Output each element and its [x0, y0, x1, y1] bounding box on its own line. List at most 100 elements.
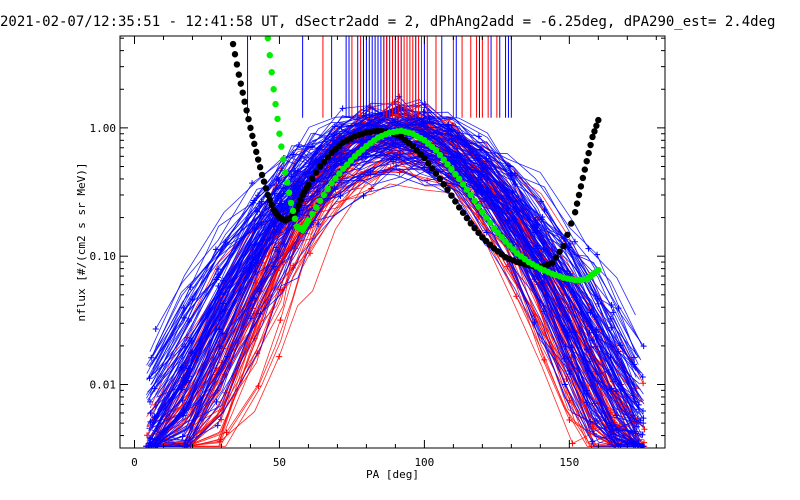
- green-fit-dot: [436, 151, 444, 159]
- measurement-trace: [155, 152, 635, 435]
- green-fit-dot: [459, 181, 467, 188]
- black-fit-dot: [436, 175, 444, 183]
- measurement-trace: [153, 156, 640, 447]
- measurement-trace: [150, 145, 640, 406]
- black-fit-dot: [249, 132, 256, 140]
- black-fit-dot: [239, 89, 246, 96]
- black-fit-dot: [452, 198, 459, 205]
- black-fit-dot: [585, 149, 592, 157]
- black-fit-dot: [564, 231, 571, 238]
- green-fit-dot: [274, 115, 281, 123]
- black-fit-dot: [573, 200, 581, 207]
- green-fit-dot: [343, 161, 351, 168]
- green-fit-dot: [490, 225, 498, 232]
- green-fit-dot: [498, 233, 505, 241]
- x-tick-label: 50: [273, 456, 286, 469]
- green-fit-dot: [475, 203, 482, 210]
- x-axis-label: PA [deg]: [366, 468, 419, 481]
- measurement-trace: [147, 156, 637, 447]
- black-fit-dot: [260, 178, 268, 185]
- vertical-marker-lines: [247, 36, 512, 118]
- black-fit-dot: [295, 201, 302, 209]
- green-fit-dot: [595, 266, 602, 274]
- black-fit-dot: [459, 209, 467, 216]
- black-fit-dot: [467, 220, 474, 227]
- black-fit-dot: [251, 140, 258, 148]
- green-fit-dot: [506, 242, 513, 249]
- black-fit-dot: [471, 224, 478, 232]
- black-fit-dot: [309, 175, 316, 182]
- black-fit-dot: [577, 183, 585, 190]
- green-fit-dot: [332, 175, 339, 182]
- y-axis-label: nflux [#/(cm2 s sr MeV)]: [75, 163, 88, 322]
- green-fit-dot: [471, 197, 478, 204]
- green-fit-dot: [268, 69, 275, 76]
- green-fit-dot: [336, 170, 343, 177]
- green-fit-dot: [324, 185, 331, 193]
- data-point-marker: [147, 439, 154, 446]
- measurement-trace: [152, 111, 639, 447]
- green-fit-dot: [270, 86, 277, 93]
- measurement-trace: [154, 168, 641, 447]
- black-fit-dot: [571, 209, 579, 216]
- measurement-trace: [152, 151, 642, 429]
- black-fit-dot: [444, 186, 451, 193]
- black-fit-dot: [235, 71, 243, 78]
- black-fit-dot: [591, 128, 598, 135]
- black-fit-dot: [556, 248, 563, 255]
- measurement-trace: [155, 137, 638, 447]
- black-fit-dot: [268, 201, 275, 209]
- black-fit-dot: [589, 133, 596, 141]
- x-tick-label: 0: [131, 456, 138, 469]
- black-fit-dot: [297, 196, 304, 204]
- data-point-marker: [148, 354, 155, 361]
- green-fit-dot: [266, 52, 273, 59]
- green-fit-dot: [320, 191, 328, 199]
- green-fit-dot: [328, 180, 335, 187]
- measurement-trace: [154, 143, 641, 424]
- black-fit-dot: [305, 181, 312, 189]
- measurement-trace: [146, 144, 636, 389]
- black-fit-dot: [587, 141, 594, 149]
- measurement-trace: [149, 136, 643, 447]
- green-fit-dot: [340, 165, 347, 172]
- black-fit-dot: [579, 174, 587, 182]
- black-fit-dot: [324, 154, 331, 161]
- black-fit-dot: [440, 181, 447, 188]
- green-fit-dot: [440, 156, 447, 163]
- black-fit-dot: [229, 40, 237, 48]
- green-fit-dot: [479, 209, 486, 216]
- black-fit-dot: [463, 214, 471, 222]
- black-fit-dot: [413, 146, 420, 154]
- green-fit-dot: [285, 189, 293, 196]
- green-fit-dot: [282, 169, 289, 176]
- black-fit-dot: [253, 148, 260, 156]
- black-fit-dot: [237, 80, 244, 87]
- black-fit-dot: [432, 170, 440, 177]
- green-fit-dot: [272, 100, 279, 108]
- green-fit-dot: [510, 246, 517, 253]
- y-tick-label: 1.00: [90, 122, 117, 135]
- green-fit-dot: [312, 204, 320, 211]
- black-fit-dot: [568, 220, 575, 227]
- fit-curves: [229, 36, 602, 284]
- green-fit-dot: [444, 161, 451, 168]
- x-tick-label: 150: [559, 456, 579, 469]
- black-fit-dot: [455, 204, 463, 211]
- black-fit-dot: [417, 151, 424, 158]
- green-fit-dot: [280, 156, 287, 163]
- green-fit-dot: [467, 191, 474, 199]
- measurement-trace: [147, 166, 641, 422]
- black-fit-dot: [475, 229, 482, 236]
- black-fit-dot: [233, 61, 241, 68]
- green-fit-dot: [483, 214, 490, 221]
- black-fit-dot: [593, 122, 600, 129]
- green-fit-dot: [448, 165, 455, 173]
- black-fit-dot: [266, 196, 273, 204]
- green-fit-dot: [289, 207, 297, 215]
- green-fit-dot: [463, 186, 471, 193]
- green-fit-dot: [455, 175, 463, 183]
- black-fit-dot: [548, 260, 556, 267]
- black-fit-dot: [254, 156, 262, 163]
- axis-ticks: 0 50 100 150 0.01 0.10 1.00: [90, 36, 665, 469]
